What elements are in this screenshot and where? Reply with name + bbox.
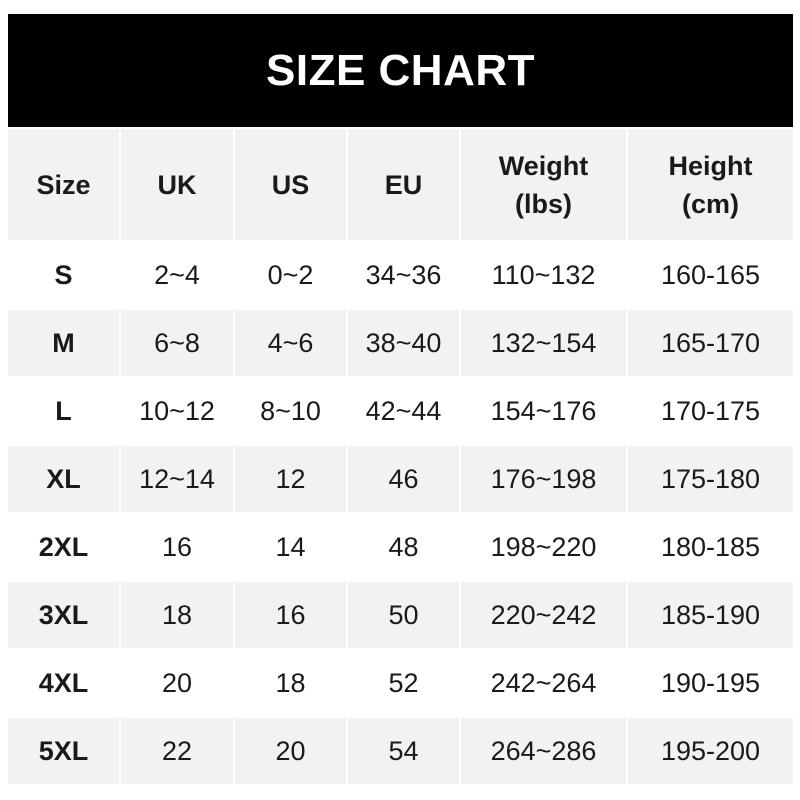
table-row: 2XL 16 14 48 198~220 180-185 xyxy=(8,514,793,580)
header-height: Height (cm) xyxy=(628,129,793,240)
cell-size: S xyxy=(8,242,119,308)
header-uk: UK xyxy=(121,129,233,240)
table-row: 5XL 22 20 54 264~286 195-200 xyxy=(8,718,793,784)
cell-uk: 18 xyxy=(121,582,233,648)
cell-weight: 242~264 xyxy=(461,650,626,716)
cell-size: 5XL xyxy=(8,718,119,784)
cell-us: 20 xyxy=(235,718,346,784)
cell-eu: 52 xyxy=(348,650,459,716)
cell-weight: 132~154 xyxy=(461,310,626,376)
header-row: Size UK US EU Weight (lbs) Height (cm) xyxy=(8,129,793,240)
cell-size: XL xyxy=(8,446,119,512)
cell-height: 180-185 xyxy=(628,514,793,580)
cell-us: 18 xyxy=(235,650,346,716)
cell-height: 185-190 xyxy=(628,582,793,648)
table-row: 3XL 18 16 50 220~242 185-190 xyxy=(8,582,793,648)
table-row: S 2~4 0~2 34~36 110~132 160-165 xyxy=(8,242,793,308)
cell-eu: 50 xyxy=(348,582,459,648)
size-table: Size UK US EU Weight (lbs) Height (cm) S 2~4 0~… xyxy=(6,127,795,786)
header-eu: EU xyxy=(348,129,459,240)
table-row: 4XL 20 18 52 242~264 190-195 xyxy=(8,650,793,716)
cell-us: 0~2 xyxy=(235,242,346,308)
cell-uk: 16 xyxy=(121,514,233,580)
cell-height: 175-180 xyxy=(628,446,793,512)
cell-uk: 10~12 xyxy=(121,378,233,444)
cell-uk: 22 xyxy=(121,718,233,784)
cell-us: 16 xyxy=(235,582,346,648)
cell-size: 4XL xyxy=(8,650,119,716)
cell-us: 14 xyxy=(235,514,346,580)
cell-height: 165-170 xyxy=(628,310,793,376)
cell-uk: 6~8 xyxy=(121,310,233,376)
cell-eu: 34~36 xyxy=(348,242,459,308)
cell-weight: 110~132 xyxy=(461,242,626,308)
cell-us: 4~6 xyxy=(235,310,346,376)
table-row: M 6~8 4~6 38~40 132~154 165-170 xyxy=(8,310,793,376)
cell-size: 2XL xyxy=(8,514,119,580)
header-us: US xyxy=(235,129,346,240)
cell-height: 160-165 xyxy=(628,242,793,308)
cell-uk: 20 xyxy=(121,650,233,716)
cell-eu: 42~44 xyxy=(348,378,459,444)
cell-weight: 264~286 xyxy=(461,718,626,784)
cell-eu: 46 xyxy=(348,446,459,512)
table-row: XL 12~14 12 46 176~198 175-180 xyxy=(8,446,793,512)
cell-size: M xyxy=(8,310,119,376)
cell-height: 190-195 xyxy=(628,650,793,716)
table-row: L 10~12 8~10 42~44 154~176 170-175 xyxy=(8,378,793,444)
cell-weight: 198~220 xyxy=(461,514,626,580)
cell-size: 3XL xyxy=(8,582,119,648)
cell-eu: 38~40 xyxy=(348,310,459,376)
header-weight: Weight (lbs) xyxy=(461,129,626,240)
header-size: Size xyxy=(8,129,119,240)
cell-uk: 2~4 xyxy=(121,242,233,308)
cell-height: 195-200 xyxy=(628,718,793,784)
cell-us: 12 xyxy=(235,446,346,512)
cell-height: 170-175 xyxy=(628,378,793,444)
cell-uk: 12~14 xyxy=(121,446,233,512)
cell-size: L xyxy=(8,378,119,444)
chart-title: SIZE CHART xyxy=(8,14,793,127)
cell-weight: 176~198 xyxy=(461,446,626,512)
size-chart: SIZE CHART Size UK US EU Weight (lbs) Height … xyxy=(8,14,793,786)
cell-eu: 48 xyxy=(348,514,459,580)
cell-us: 8~10 xyxy=(235,378,346,444)
cell-weight: 154~176 xyxy=(461,378,626,444)
cell-eu: 54 xyxy=(348,718,459,784)
cell-weight: 220~242 xyxy=(461,582,626,648)
